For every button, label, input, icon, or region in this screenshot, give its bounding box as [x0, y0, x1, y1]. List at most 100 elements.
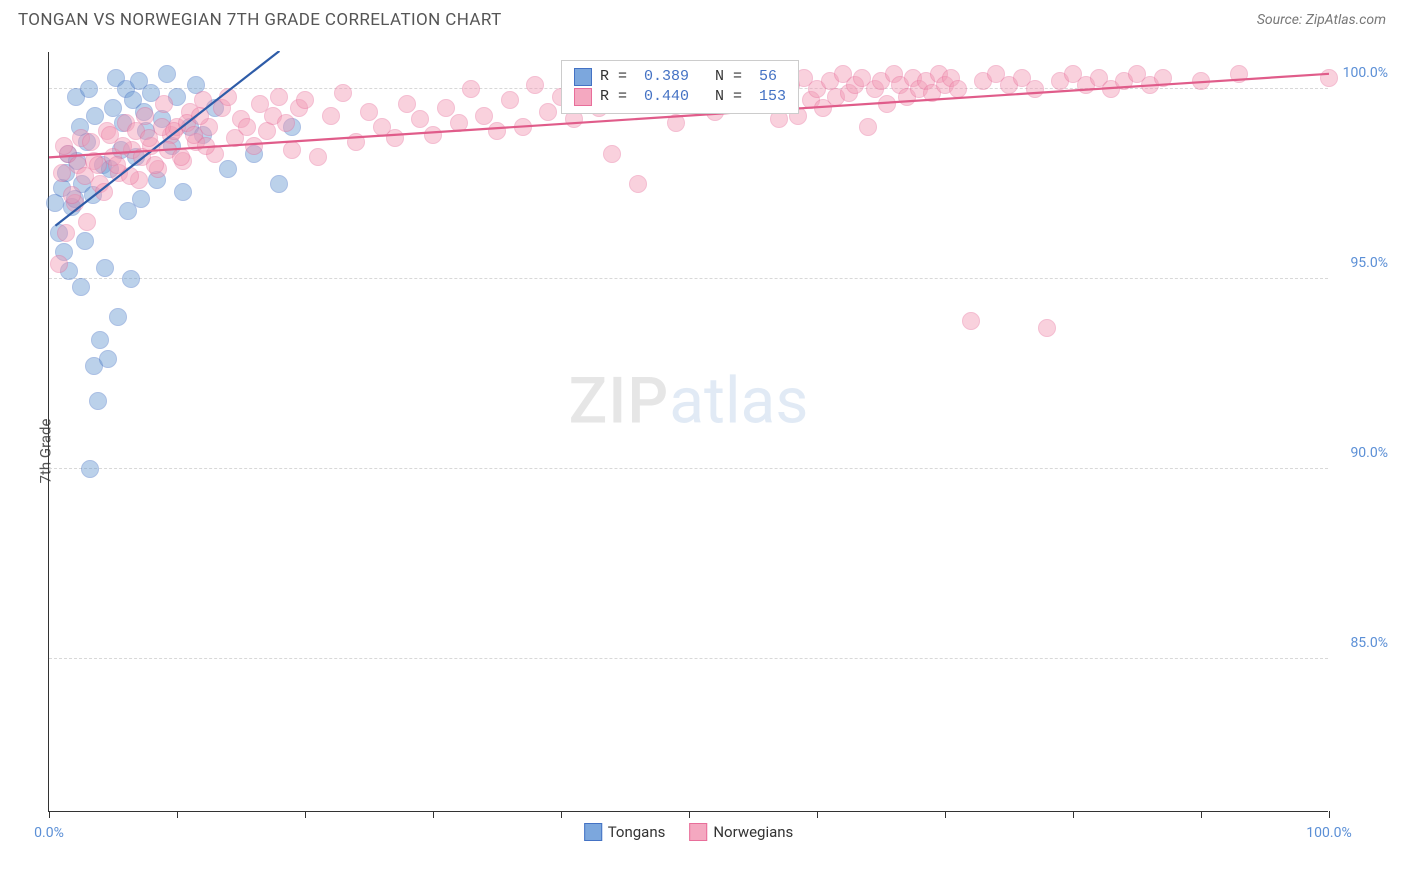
scatter-point [347, 133, 365, 151]
scatter-point [398, 95, 416, 113]
scatter-point [437, 99, 455, 117]
scatter-point [132, 190, 150, 208]
x-tick [945, 811, 946, 818]
scatter-point [122, 270, 140, 288]
y-tick-label: 90.0% [1333, 445, 1388, 461]
scatter-point [96, 259, 114, 277]
scatter-point [949, 80, 967, 98]
scatter-point [277, 114, 295, 132]
scatter-point [270, 88, 288, 106]
x-tick [817, 811, 818, 818]
scatter-point [80, 80, 98, 98]
x-tick [1201, 811, 1202, 818]
scatter-point [72, 278, 90, 296]
scatter-point [55, 137, 73, 155]
x-tick [49, 811, 50, 818]
scatter-point [197, 137, 215, 155]
scatter-point [82, 133, 100, 151]
scatter-point [191, 107, 209, 125]
scatter-point [603, 145, 621, 163]
scatter-point [114, 137, 132, 155]
legend-n-value: 56 [759, 68, 777, 85]
scatter-point [1230, 65, 1248, 83]
series-legend-label: Tongans [608, 823, 666, 841]
legend-n-label: N = [697, 88, 751, 105]
scatter-point [1320, 69, 1338, 87]
legend-row: R = 0.440 N = 153 [574, 87, 786, 107]
source-attribution: Source: ZipAtlas.com [1257, 12, 1386, 28]
scatter-point [878, 95, 896, 113]
scatter-point [50, 255, 68, 273]
scatter-point [76, 232, 94, 250]
gridline [49, 278, 1328, 279]
trend-lines [49, 51, 1329, 811]
chart-title: TONGAN VS NORWEGIAN 7TH GRADE CORRELATIO… [18, 10, 502, 30]
legend-swatch [574, 88, 592, 106]
scatter-point [667, 114, 685, 132]
scatter-point [99, 350, 117, 368]
scatter-point [539, 103, 557, 121]
scatter-point [488, 122, 506, 140]
scatter-point [283, 141, 301, 159]
scatter-point [158, 65, 176, 83]
x-tick [561, 811, 562, 818]
correlation-legend: R = 0.389 N = 56R = 0.440 N = 153 [561, 60, 799, 114]
series-legend-item: Norwegians [689, 823, 793, 841]
scatter-point [1038, 319, 1056, 337]
y-tick-label: 95.0% [1333, 255, 1388, 271]
series-legend-label: Norwegians [713, 823, 793, 841]
series-legend-item: Tongans [584, 823, 666, 841]
x-tick-label: 100.0% [1306, 825, 1351, 841]
scatter-point [219, 88, 237, 106]
scatter-point [296, 91, 314, 109]
x-tick [1073, 811, 1074, 818]
scatter-point [1154, 69, 1172, 87]
x-tick [689, 811, 690, 818]
scatter-point [95, 183, 113, 201]
scatter-point [526, 76, 544, 94]
plot-area: ZIPatlas R = 0.389 N = 56R = 0.440 N = 1… [48, 52, 1328, 812]
scatter-point [53, 164, 71, 182]
watermark-atlas: atlas [669, 364, 808, 439]
scatter-point [89, 392, 107, 410]
watermark: ZIPatlas [569, 364, 809, 439]
x-tick [433, 811, 434, 818]
legend-n-value: 153 [759, 88, 786, 105]
scatter-point [322, 107, 340, 125]
scatter-point [411, 110, 429, 128]
legend-r-value: 0.389 [644, 68, 689, 85]
series-legend: Tongans Norwegians [584, 823, 794, 841]
scatter-point [81, 460, 99, 478]
scatter-point [962, 312, 980, 330]
scatter-point [89, 156, 107, 174]
chart-container: 7th Grade ZIPatlas R = 0.389 N = 56R = 0… [18, 40, 1388, 862]
scatter-point [270, 175, 288, 193]
x-tick [1329, 811, 1330, 818]
scatter-point [424, 126, 442, 144]
y-tick-label: 100.0% [1333, 65, 1388, 81]
scatter-point [386, 129, 404, 147]
legend-r-label: R = [600, 68, 636, 85]
scatter-point [245, 137, 263, 155]
gridline [49, 658, 1328, 659]
scatter-point [629, 175, 647, 193]
scatter-point [57, 224, 75, 242]
scatter-point [501, 91, 519, 109]
legend-swatch [689, 823, 707, 841]
scatter-point [1026, 80, 1044, 98]
scatter-point [475, 107, 493, 125]
scatter-point [91, 331, 109, 349]
x-tick [305, 811, 306, 818]
scatter-point [462, 80, 480, 98]
scatter-point [78, 213, 96, 231]
x-tick-label: 0.0% [34, 825, 64, 841]
legend-swatch [574, 68, 592, 86]
scatter-point [155, 95, 173, 113]
legend-r-value: 0.440 [644, 88, 689, 105]
scatter-point [174, 183, 192, 201]
gridline [49, 468, 1328, 469]
scatter-point [121, 167, 139, 185]
scatter-point [514, 118, 532, 136]
legend-row: R = 0.389 N = 56 [574, 67, 786, 87]
scatter-point [63, 186, 81, 204]
